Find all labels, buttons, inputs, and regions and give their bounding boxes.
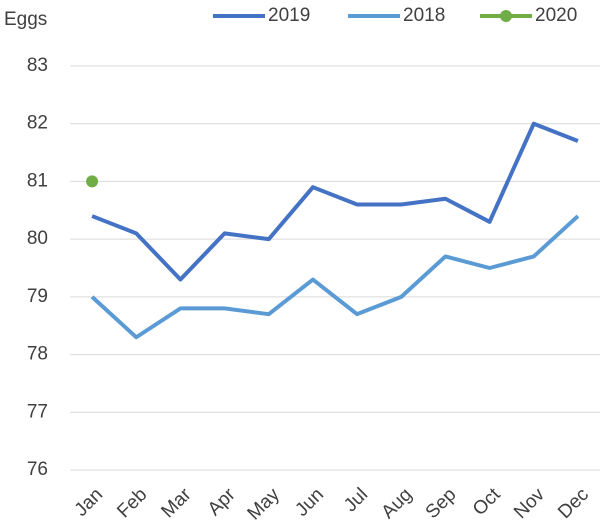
y-tick-label: 81: [27, 170, 48, 191]
y-tick-label: 79: [27, 286, 48, 307]
x-tick-label: Apr: [204, 484, 240, 520]
x-tick-label: Nov: [510, 484, 549, 523]
y-tick-label: 82: [27, 113, 48, 134]
y-tick-label: 80: [27, 228, 48, 249]
legend-label: 2018: [403, 5, 445, 26]
y-axis-label: Eggs: [4, 9, 47, 30]
legend-label: 2019: [268, 5, 310, 26]
marker: [86, 175, 99, 188]
x-tick-label: Jan: [71, 484, 108, 521]
y-tick-label: 76: [27, 459, 48, 480]
x-tick-label: Oct: [469, 484, 505, 520]
x-tick-label: Aug: [378, 484, 417, 523]
y-tick-label: 78: [27, 344, 48, 365]
line: [90, 214, 580, 340]
x-tick-label: Mar: [158, 484, 196, 522]
line: [91, 121, 579, 282]
legend-marker: [500, 10, 512, 22]
x-tick-label: Jun: [291, 484, 328, 521]
x-tick-label: Sep: [422, 484, 461, 523]
x-tick-label: Dec: [554, 484, 593, 523]
y-tick-label: 83: [27, 55, 48, 76]
x-tick-label: May: [244, 484, 285, 525]
x-tick-label: Feb: [113, 484, 151, 522]
legend-label: 2020: [535, 5, 577, 26]
y-tick-label: 77: [27, 401, 48, 422]
x-tick-label: Jul: [340, 484, 372, 516]
